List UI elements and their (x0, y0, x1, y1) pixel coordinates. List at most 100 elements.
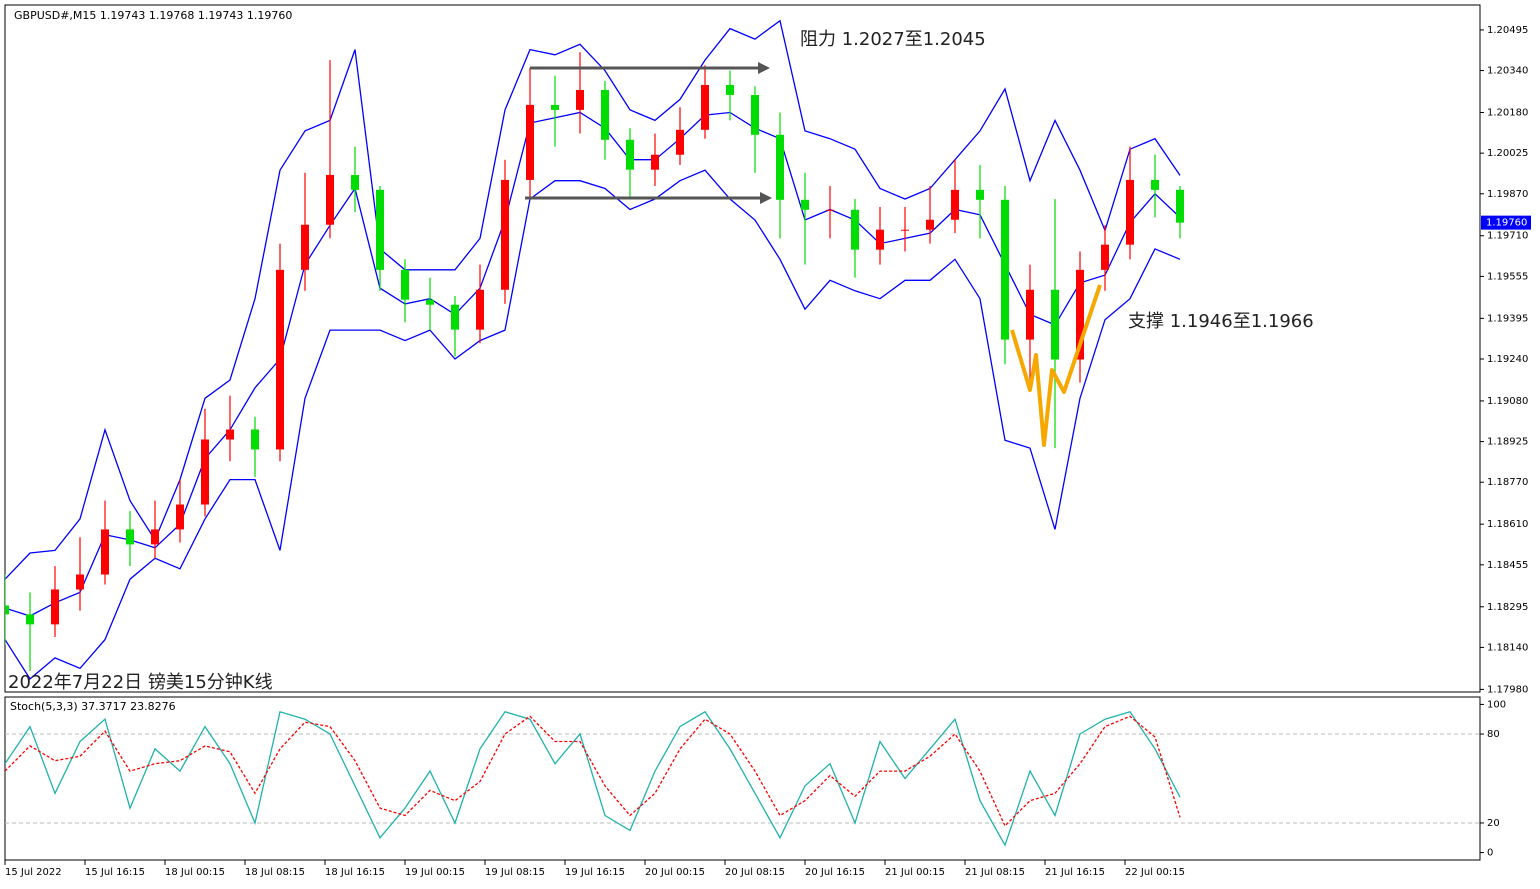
candle-body (1076, 269, 1084, 360)
x-tick-label: 22 Jul 00:15 (1125, 867, 1185, 878)
y-tick-label: 1.18295 (1487, 602, 1528, 613)
stoch-pane (4, 696, 1481, 861)
candle-body (876, 229, 884, 250)
candle-body (776, 134, 784, 200)
y-tick-label: 1.18610 (1487, 519, 1528, 530)
x-tick-label: 19 Jul 16:15 (565, 867, 625, 878)
y-tick-label: 1.20495 (1487, 25, 1528, 36)
candle-body (626, 139, 634, 170)
candle-body (26, 614, 34, 625)
bollinger-middle (5, 111, 1181, 617)
candle-body (151, 529, 159, 545)
x-tick-label: 20 Jul 16:15 (805, 867, 865, 878)
y-tick-label: 1.19080 (1487, 396, 1528, 407)
candle-body (651, 154, 659, 170)
resistance-arrows (525, 62, 772, 204)
axes: 1.20495 1.20340 1.20180 1.20025 1.19870 1.197… (4, 25, 1531, 878)
chart-caption: 2022年7月22日 镑美15分钟K线 (8, 672, 273, 693)
y-tick-label: 1.18140 (1487, 642, 1528, 653)
y-tick-label: 1.19555 (1487, 271, 1528, 282)
candle-body (76, 574, 84, 590)
candle-body (101, 529, 109, 575)
x-tick-label: 21 Jul 00:15 (885, 867, 945, 878)
candle-body (426, 299, 434, 305)
main-title: GBPUSD#,M15 1.19743 1.19768 1.19743 1.19… (14, 9, 292, 22)
candle-body (726, 84, 734, 95)
bollinger-lower (5, 169, 1181, 680)
candle-body (301, 224, 309, 270)
x-tick-label: 15 Jul 16:15 (85, 867, 145, 878)
candle-body (951, 189, 959, 220)
x-tick-label: 21 Jul 08:15 (965, 867, 1025, 878)
support-pattern (1010, 284, 1102, 447)
y-tick-label: 1.20340 (1487, 66, 1528, 77)
y-tick-label: 1.19395 (1487, 313, 1528, 324)
candle-body (526, 104, 534, 180)
candle-body (351, 174, 359, 190)
candle-body (1026, 289, 1034, 340)
stoch-title: Stoch(5,3,3) 37.3717 23.8276 (10, 700, 176, 713)
y-tick-label: 80 (1487, 729, 1500, 740)
candle-body (1126, 179, 1134, 245)
candle-body (401, 269, 409, 300)
candle-body (1051, 289, 1059, 360)
y-tick-label: 1.18455 (1487, 560, 1528, 571)
y-tick-label: 100 (1487, 699, 1506, 710)
last-price-label: 1.19760 (1486, 218, 1527, 229)
last-price-box (1481, 215, 1531, 230)
x-tick-label: 15 Jul 2022 (5, 867, 62, 878)
candle-body (801, 199, 809, 210)
x-tick-label: 20 Jul 00:15 (645, 867, 705, 878)
main-plot (5, 19, 1184, 680)
y-tick-label: 20 (1487, 818, 1500, 829)
x-tick-label: 18 Jul 08:15 (245, 867, 305, 878)
x-tick-label: 18 Jul 16:15 (325, 867, 385, 878)
y-tick-label: 1.19710 (1487, 231, 1528, 242)
candle-body (476, 289, 484, 330)
candle-body (601, 89, 609, 140)
x-tick-label: 20 Jul 08:15 (725, 867, 785, 878)
x-tick-label: 19 Jul 08:15 (485, 867, 545, 878)
candle-body (126, 529, 134, 545)
candle-body (701, 84, 709, 130)
candle-body (751, 94, 759, 135)
candle-body (451, 304, 459, 330)
y-tick-label: 1.20025 (1487, 148, 1528, 159)
stoch-line (5, 715, 1181, 828)
y-tick-label: 1.18770 (1487, 477, 1528, 488)
x-tick-label: 21 Jul 16:15 (1045, 867, 1105, 878)
candle-body (1001, 199, 1009, 340)
y-tick-label: 0 (1487, 848, 1493, 859)
candle-body (551, 104, 559, 110)
stoch-line (5, 710, 1181, 847)
candle-body (326, 174, 334, 225)
y-tick-label: 1.17980 (1487, 684, 1528, 695)
bollinger-upper (5, 19, 1181, 580)
candle-body (251, 429, 259, 450)
y-tick-label: 1.19240 (1487, 354, 1528, 365)
candle-body (276, 269, 284, 450)
y-tick-label: 1.18925 (1487, 437, 1528, 448)
main-pane (4, 4, 1481, 693)
candle-body (176, 504, 184, 530)
candle-body (851, 209, 859, 250)
x-tick-label: 19 Jul 00:15 (405, 867, 465, 878)
candle-body (1176, 189, 1184, 223)
candle-body (226, 429, 234, 440)
candle-body (1101, 244, 1109, 270)
resistance-label: 阻力 1.2027至1.2045 (800, 29, 986, 50)
x-tick-label: 18 Jul 00:15 (165, 867, 225, 878)
y-tick-label: 1.20180 (1487, 108, 1528, 119)
candle-body (1151, 179, 1159, 190)
candle-body (376, 189, 384, 270)
candle-body (501, 179, 509, 290)
y-tick-label: 1.19870 (1487, 189, 1528, 200)
candle-body (676, 129, 684, 155)
candle-body (201, 439, 209, 505)
candle-body (901, 229, 909, 231)
candle-body (826, 209, 834, 211)
support-label: 支撑 1.1946至1.1966 (1128, 311, 1314, 332)
candle-body (576, 89, 584, 110)
